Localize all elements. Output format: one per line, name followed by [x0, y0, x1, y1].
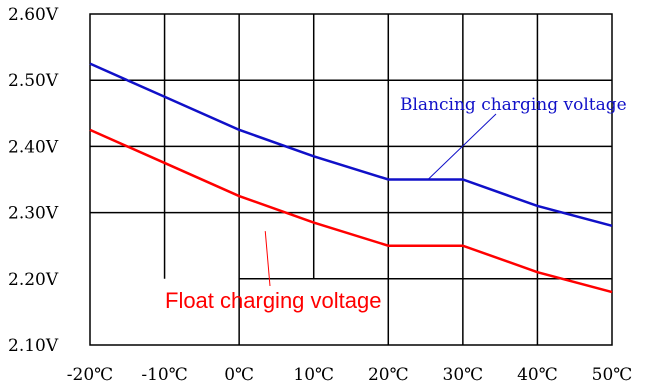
x-tick-label: 20℃ [368, 365, 409, 385]
red-series-leader-line [264, 231, 271, 287]
y-tick-label: 2.40V [8, 137, 59, 157]
y-axis-ticks: 2.60V 2.50V 2.40V 2.30V 2.20V 2.10V [8, 5, 59, 356]
blue-series-label: Blancing charging voltage [400, 95, 627, 115]
y-tick-label: 2.20V [8, 270, 59, 290]
x-tick-label: 30℃ [443, 365, 484, 385]
red-series-label: Float charging voltage [165, 288, 381, 313]
series-line-0 [89, 62, 613, 228]
series-lines [89, 62, 613, 294]
x-axis-ticks: -20℃ -10℃ 0℃ 10℃ 20℃ 30℃ 40℃ 50℃ [67, 365, 633, 385]
x-tick-label: 10℃ [293, 365, 334, 385]
y-tick-label: 2.30V [8, 204, 59, 224]
x-tick-label: -20℃ [67, 365, 113, 385]
plot-frame [89, 13, 613, 346]
blue-series-leader-line [427, 113, 497, 180]
y-tick-label: 2.60V [8, 5, 59, 25]
y-tick-label: 2.10V [8, 336, 59, 356]
x-tick-label: 0℃ [224, 365, 254, 385]
x-tick-label: 40℃ [517, 365, 558, 385]
y-tick-label: 2.50V [8, 71, 59, 91]
series-line-1 [89, 128, 613, 294]
x-tick-label: 50℃ [592, 365, 633, 385]
x-tick-label: -10℃ [141, 365, 187, 385]
